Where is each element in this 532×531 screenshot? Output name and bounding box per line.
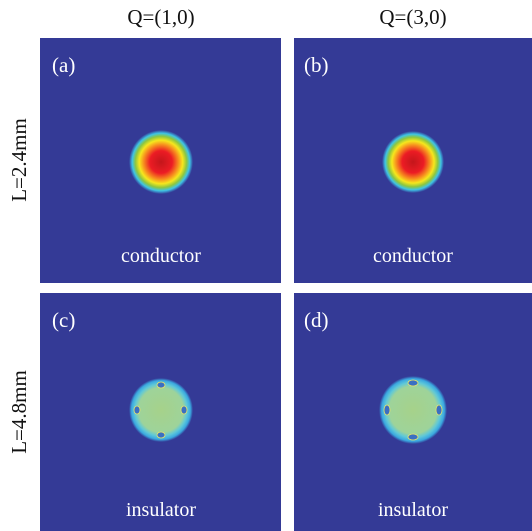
panel-tag: (a) [52,53,75,77]
panel: (c) insulator [40,293,281,531]
panel-caption: conductor [121,245,201,267]
panel-tag: (d) [304,308,329,332]
panel-caption: insulator [126,499,196,521]
intensity-spot [382,131,444,193]
panel: (a) conductor [40,38,281,283]
speckles [383,379,443,441]
panel-tag: (c) [52,308,75,332]
speckles [133,381,188,439]
row-label: L=4.8mm [7,370,31,454]
row-label: L=2.4mm [7,118,31,202]
column-header: Q=(1,0) [127,5,194,29]
panel-caption: insulator [378,499,448,521]
panel-tag: (b) [304,53,329,77]
column-header: Q=(3,0) [379,5,446,29]
panel: (b) conductor [294,38,532,283]
panel: (d) insulator [294,293,532,531]
intensity-spot [129,130,193,194]
intensity-spot [379,376,447,444]
panel-caption: conductor [373,245,453,267]
intensity-spot [129,378,193,442]
